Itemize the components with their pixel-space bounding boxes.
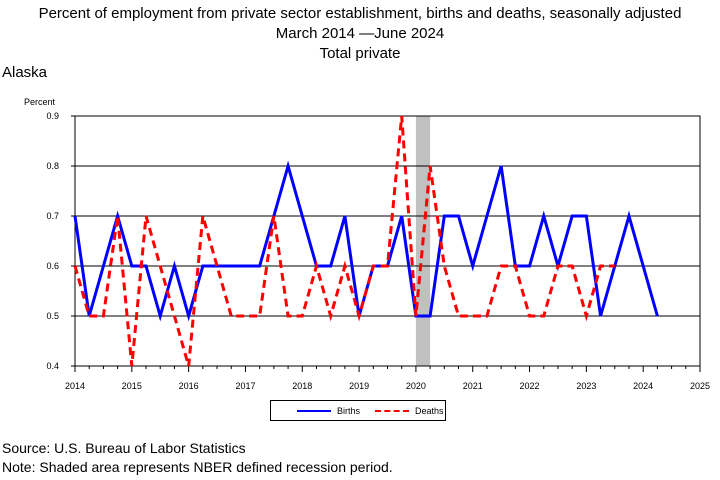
- chart-subtitle: Total private: [319, 45, 401, 62]
- y-tick-label: 0.6: [46, 261, 59, 271]
- legend-item-births: Births: [297, 401, 360, 420]
- chart-legend: Births Deaths: [270, 400, 446, 421]
- legend-swatch-births: [297, 409, 331, 412]
- x-tick-label: 2015: [122, 381, 142, 391]
- recession-note: Note: Shaded area represents NBER define…: [2, 459, 393, 475]
- y-axis-label: Percent: [24, 97, 56, 107]
- series-line-deaths: [73, 115, 615, 367]
- chart-title: Percent of employment from private secto…: [38, 5, 682, 22]
- y-tick-label: 0.9: [46, 111, 59, 121]
- x-tick-label: 2024: [633, 381, 653, 391]
- x-tick-label: 2018: [292, 381, 312, 391]
- legend-label-deaths: Deaths: [415, 405, 444, 416]
- chart-date-range: March 2014 —June 2024: [275, 25, 445, 42]
- y-tick-label: 0.7: [46, 211, 59, 221]
- legend-swatch-deaths: [375, 409, 409, 412]
- x-tick-label: 2022: [520, 381, 540, 391]
- x-tick-label: 2025: [690, 381, 710, 391]
- legend-label-births: Births: [337, 405, 361, 416]
- plot-frame: [74, 115, 701, 367]
- x-tick-label: 2014: [65, 381, 85, 391]
- x-tick-label: 2016: [179, 381, 199, 391]
- x-tick-label: 2023: [576, 381, 596, 391]
- y-tick-label: 0.8: [46, 161, 59, 171]
- region-label: Alaska: [2, 64, 48, 81]
- x-tick-label: 2019: [349, 381, 369, 391]
- y-tick-label: 0.4: [46, 361, 59, 371]
- chart-plot: 0.4 0.5 0.6 0.7 0.8 0.9 2014 2015 2016 2017 2018 20…: [46, 111, 710, 391]
- source-note: Source: U.S. Bureau of Labor Statistics: [2, 440, 246, 456]
- x-tick-label: 2020: [406, 381, 426, 391]
- legend-item-deaths: Deaths: [375, 401, 444, 420]
- x-tick-label: 2021: [463, 381, 483, 391]
- y-tick-label: 0.5: [46, 311, 59, 321]
- x-tick-label: 2017: [235, 381, 255, 391]
